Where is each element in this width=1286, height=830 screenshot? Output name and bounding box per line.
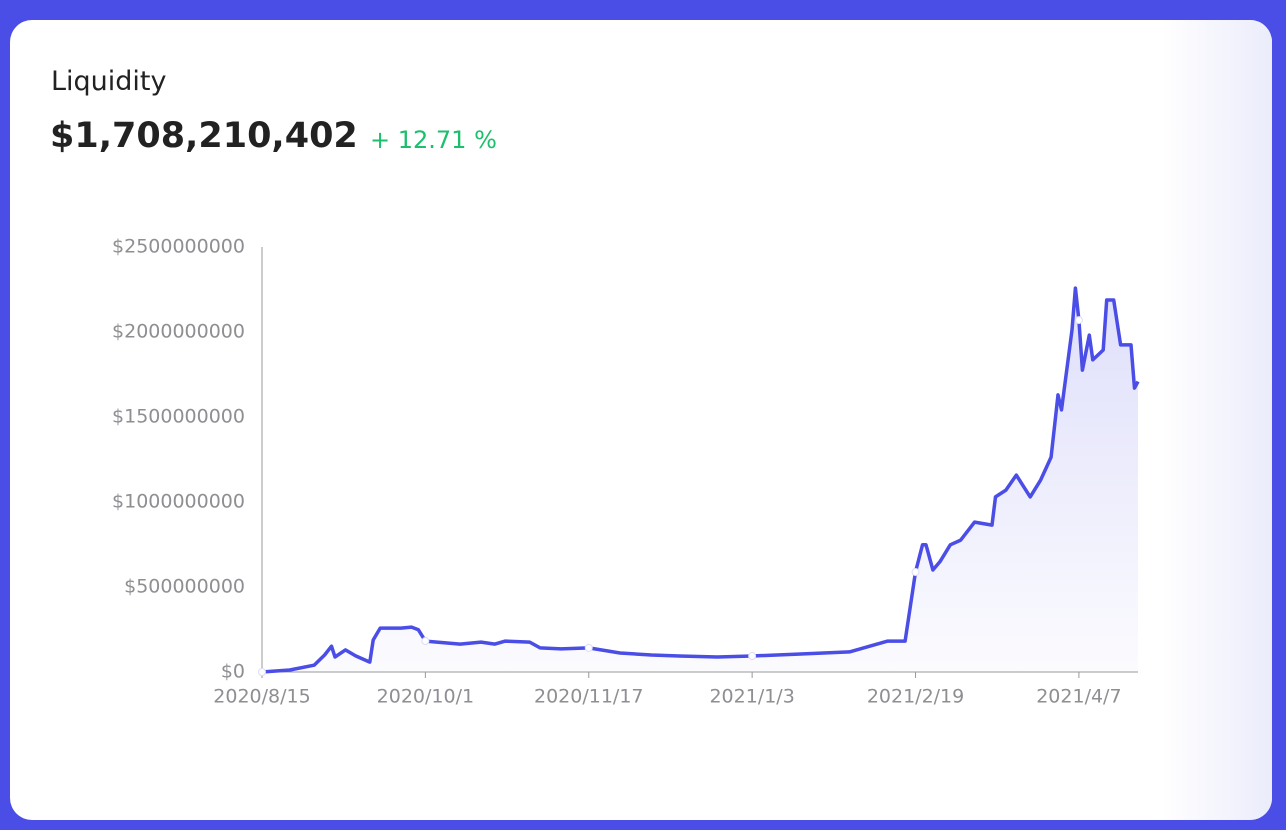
card-title: Liquidity bbox=[51, 66, 167, 97]
x-tick-label: 2020/10/1 bbox=[377, 686, 474, 708]
x-tick-label: 2020/8/15 bbox=[213, 686, 310, 708]
x-tick-label: 2021/4/7 bbox=[1036, 686, 1121, 708]
y-tick-label: $2000000000 bbox=[112, 321, 245, 343]
point bbox=[421, 637, 430, 646]
point bbox=[748, 652, 757, 661]
line bbox=[261, 286, 1140, 674]
change: + 12.71 % bbox=[370, 126, 497, 154]
edge-fade bbox=[1162, 20, 1272, 820]
area-fill bbox=[262, 288, 1138, 672]
y-tick-label: $500000000 bbox=[124, 576, 245, 598]
point bbox=[1074, 316, 1083, 325]
point bbox=[584, 643, 593, 652]
y-tick-label: $2500000000 bbox=[112, 236, 245, 258]
x-tick-label: 2020/11/17 bbox=[534, 686, 644, 708]
y-tick-label: $0 bbox=[221, 661, 245, 683]
y-tick-label: $1000000000 bbox=[112, 491, 245, 513]
point bbox=[258, 668, 266, 676]
x-tick-label: 2021/1/3 bbox=[709, 686, 794, 708]
x-tick-label: 2021/2/19 bbox=[867, 686, 964, 708]
point bbox=[911, 568, 920, 577]
y-tick-label: $1500000000 bbox=[112, 406, 245, 428]
amount: $1,708,210,402 bbox=[50, 116, 358, 156]
